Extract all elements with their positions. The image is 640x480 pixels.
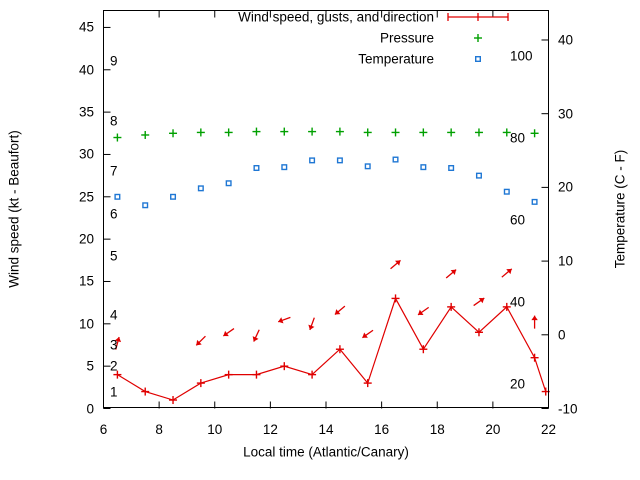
beaufort-label-5: 5 [110,248,118,264]
wind-direction-arrow [114,336,122,350]
x-tick-label: 10 [207,422,223,437]
temperature-point [336,157,343,164]
y-tick-label-left: 15 [78,273,94,289]
y-tick-label-left: 10 [78,316,94,332]
arrow-head [478,297,485,304]
wind-direction-arrow [531,315,538,329]
temperature-point [197,185,204,192]
legend-markers-group [447,13,509,63]
wind-direction-arrows-group [114,259,538,350]
arrow-head [531,315,538,321]
wind-direction-arrow [195,335,206,346]
arrow-head [308,324,315,330]
x-tick-label: 6 [99,422,108,437]
y-tick-label-right: 0 [558,327,566,343]
data-series-group [113,127,550,405]
legend-marker-square [475,56,482,63]
x-tick-label: 8 [155,422,163,437]
wind-direction-arrow [362,329,374,339]
y-tick-label-left: 45 [78,19,94,35]
temperature-point [503,188,510,195]
wind-direction-arrow [308,317,315,331]
y-tick-label-left: 5 [86,358,94,374]
x-tick-label: 22 [540,422,557,437]
x-tick-label: 20 [485,422,501,437]
beaufort-label-7: 7 [110,163,118,179]
arrow-head [506,268,512,275]
temperature-point [309,157,316,164]
temperature-point [170,193,177,200]
wind-direction-arrow [445,269,457,279]
y-tick-label-left: 20 [78,231,94,247]
beaufort-label-6: 6 [110,206,118,222]
x-tick-label: 18 [429,422,445,437]
arrow-head [362,332,368,338]
beaufort-label-2: 2 [110,358,118,374]
arrow-head [395,260,401,266]
temperature-point [392,156,399,163]
arrow-head [450,269,457,276]
temperature-point [475,172,482,179]
y-tick-label-left: 30 [78,146,94,162]
temperature-point [281,164,288,171]
y-tick-label-left: 25 [78,189,94,205]
y-tick-label-left: 0 [86,401,94,416]
beaufort-label-8: 8 [110,113,118,129]
fahrenheit-label-100: 100 [510,48,533,64]
fahrenheit-label-40: 40 [510,294,526,310]
x-axis-label: Local time (Atlantic/Canary) [243,444,409,460]
y-tick-label-left: 35 [78,104,94,120]
temperature-point [448,165,455,172]
wind-direction-arrow [473,297,485,307]
y-tick-label-right: -10 [558,401,578,416]
arrow-head [223,330,229,337]
y-tick-label-right: 30 [558,106,574,122]
wind-direction-arrow [334,305,346,315]
wind-direction-arrow [417,306,430,316]
plot-frame [103,10,549,408]
beaufort-label-9: 9 [110,53,118,69]
temperature-point [420,164,427,171]
temperature-point [225,180,232,187]
arrow-head [334,309,341,315]
legend-label-2: Temperature [358,51,434,67]
temperature-point [253,165,260,172]
y-tick-label-right: 20 [558,179,574,195]
y-axis-label-right: Temperature (C - F) [612,149,628,269]
wind-direction-arrow [252,329,260,342]
x-tick-label: 12 [262,422,278,437]
fahrenheit-label-20: 20 [510,376,526,392]
y-axis-label-left: Wind speed (kt - Beaufort) [6,130,22,288]
wind-direction-arrow [390,259,401,270]
y-tick-label-right: 10 [558,253,574,269]
temperature-point [364,163,371,170]
wind-direction-arrow [222,328,235,337]
fahrenheit-label-80: 80 [510,130,526,146]
temperature-point [114,193,121,200]
arrow-head [196,339,202,346]
arrow-head [418,309,424,315]
arrow-head [114,337,122,343]
x-tick-label: 14 [318,422,334,437]
wind-direction-arrow [501,268,513,278]
beaufort-label-1: 1 [110,384,118,400]
arrow-head [252,336,259,342]
beaufort-label-3: 3 [110,337,118,353]
temperature-point [531,198,538,205]
x-tick-label: 16 [374,422,390,437]
y-tick-label-right: 40 [558,32,574,48]
arrow-head [278,317,284,324]
beaufort-label-4: 4 [110,307,118,323]
fahrenheit-label-60: 60 [510,212,526,228]
legend-label-0: Wind speed, gusts, and direction [238,9,434,25]
legend-label-1: Pressure [379,30,434,46]
temperature-point [142,202,149,209]
wind-direction-arrow [277,316,291,324]
y-tick-label-left: 40 [78,62,94,78]
